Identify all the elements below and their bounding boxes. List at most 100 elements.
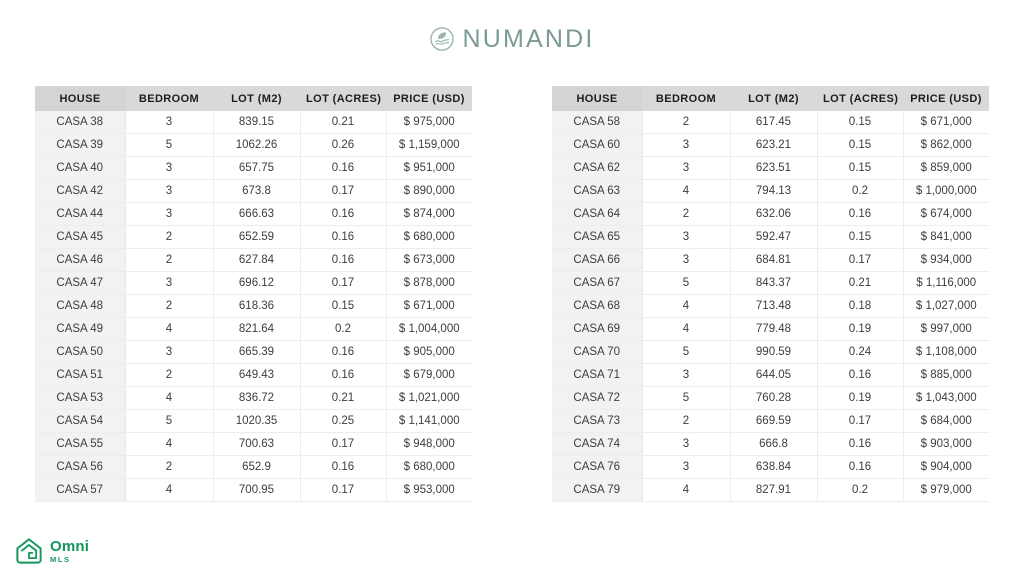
cell-price-usd: $ 1,141,000 <box>386 409 472 433</box>
cell-lot-m2: 623.51 <box>730 156 818 180</box>
cell-lot-acres: 0.15 <box>817 111 904 134</box>
cell-price-usd: $ 1,004,000 <box>386 317 472 341</box>
cell-bedroom: 3 <box>642 225 731 249</box>
cell-house: CASA 70 <box>552 340 643 364</box>
cell-lot-acres: 0.16 <box>300 156 387 180</box>
cell-lot-acres: 0.16 <box>300 202 387 226</box>
cell-bedroom: 3 <box>642 432 731 456</box>
cell-house: CASA 56 <box>35 455 126 479</box>
cell-lot-acres: 0.2 <box>817 478 904 502</box>
cell-bedroom: 3 <box>125 156 214 180</box>
table-row: CASA 55 4 700.63 0.17 $ 948,000 <box>35 432 472 456</box>
cell-lot-m2: 618.36 <box>213 294 301 318</box>
cell-lot-m2: 627.84 <box>213 248 301 272</box>
cell-bedroom: 3 <box>125 271 214 295</box>
cell-price-usd: $ 679,000 <box>386 363 472 387</box>
cell-bedroom: 3 <box>642 363 731 387</box>
cell-lot-m2: 700.63 <box>213 432 301 456</box>
cell-lot-acres: 0.17 <box>300 478 387 502</box>
column-header-lot-acres: LOT (ACRES) <box>300 86 386 111</box>
cell-price-usd: $ 905,000 <box>386 340 472 364</box>
cell-lot-acres: 0.15 <box>817 156 904 180</box>
cell-bedroom: 4 <box>642 294 731 318</box>
cell-price-usd: $ 997,000 <box>903 317 989 341</box>
cell-price-usd: $ 1,021,000 <box>386 386 472 410</box>
cell-price-usd: $ 904,000 <box>903 455 989 479</box>
cell-price-usd: $ 674,000 <box>903 202 989 226</box>
cell-house: CASA 51 <box>35 363 126 387</box>
cell-lot-acres: 0.18 <box>817 294 904 318</box>
cell-house: CASA 72 <box>552 386 643 410</box>
column-header-price-usd: PRICE (USD) <box>903 86 989 111</box>
table-row: CASA 38 3 839.15 0.21 $ 975,000 <box>35 111 472 134</box>
table-row: CASA 47 3 696.12 0.17 $ 878,000 <box>35 271 472 295</box>
cell-lot-acres: 0.15 <box>300 294 387 318</box>
cell-price-usd: $ 878,000 <box>386 271 472 295</box>
circular-wave-leaf-icon <box>430 27 455 51</box>
cell-price-usd: $ 671,000 <box>386 294 472 318</box>
cell-lot-acres: 0.16 <box>300 363 387 387</box>
cell-house: CASA 66 <box>552 248 643 272</box>
cell-lot-m2: 638.84 <box>730 455 818 479</box>
cell-lot-m2: 673.8 <box>213 179 301 203</box>
table-row: CASA 64 2 632.06 0.16 $ 674,000 <box>552 202 989 226</box>
cell-bedroom: 3 <box>642 455 731 479</box>
cell-bedroom: 2 <box>125 248 214 272</box>
cell-price-usd: $ 841,000 <box>903 225 989 249</box>
cell-lot-m2: 666.8 <box>730 432 818 456</box>
cell-lot-m2: 1020.35 <box>213 409 301 433</box>
cell-lot-acres: 0.16 <box>817 455 904 479</box>
cell-bedroom: 2 <box>125 225 214 249</box>
table-row: CASA 44 3 666.63 0.16 $ 874,000 <box>35 202 472 226</box>
tables-area: HOUSE BEDROOM LOT (M2) LOT (ACRES) PRICE… <box>0 86 1024 502</box>
table-row: CASA 76 3 638.84 0.16 $ 904,000 <box>552 455 989 479</box>
table-row: CASA 56 2 652.9 0.16 $ 680,000 <box>35 455 472 479</box>
cell-lot-acres: 0.16 <box>300 340 387 364</box>
cell-price-usd: $ 1,116,000 <box>903 271 989 295</box>
cell-price-usd: $ 862,000 <box>903 133 989 157</box>
cell-house: CASA 40 <box>35 156 126 180</box>
cell-house: CASA 55 <box>35 432 126 456</box>
cell-bedroom: 4 <box>125 432 214 456</box>
cell-lot-m2: 649.43 <box>213 363 301 387</box>
cell-price-usd: $ 684,000 <box>903 409 989 433</box>
table-row: CASA 65 3 592.47 0.15 $ 841,000 <box>552 225 989 249</box>
table-header-row: HOUSE BEDROOM LOT (M2) LOT (ACRES) PRICE… <box>35 86 472 111</box>
cell-lot-m2: 700.95 <box>213 478 301 502</box>
cell-house: CASA 53 <box>35 386 126 410</box>
cell-bedroom: 4 <box>642 478 731 502</box>
table-row: CASA 62 3 623.51 0.15 $ 859,000 <box>552 156 989 180</box>
cell-lot-m2: 623.21 <box>730 133 818 157</box>
cell-house: CASA 67 <box>552 271 643 295</box>
omni-mls-logo: Omni MLS <box>14 536 89 566</box>
cell-price-usd: $ 671,000 <box>903 111 989 134</box>
cell-price-usd: $ 953,000 <box>386 478 472 502</box>
cell-house: CASA 76 <box>552 455 643 479</box>
cell-house: CASA 48 <box>35 294 126 318</box>
cell-price-usd: $ 885,000 <box>903 363 989 387</box>
table-row: CASA 54 5 1020.35 0.25 $ 1,141,000 <box>35 409 472 433</box>
table-row: CASA 66 3 684.81 0.17 $ 934,000 <box>552 248 989 272</box>
cell-price-usd: $ 979,000 <box>903 478 989 502</box>
cell-house: CASA 68 <box>552 294 643 318</box>
cell-house: CASA 57 <box>35 478 126 502</box>
cell-house: CASA 54 <box>35 409 126 433</box>
cell-bedroom: 2 <box>125 455 214 479</box>
cell-lot-m2: 779.48 <box>730 317 818 341</box>
cell-house: CASA 44 <box>35 202 126 226</box>
cell-house: CASA 58 <box>552 111 643 134</box>
cell-lot-acres: 0.16 <box>817 202 904 226</box>
table-body-right: CASA 58 2 617.45 0.15 $ 671,000 CASA 60 3 623.2… <box>552 111 989 502</box>
cell-lot-m2: 1062.26 <box>213 133 301 157</box>
table-row: CASA 53 4 836.72 0.21 $ 1,021,000 <box>35 386 472 410</box>
cell-lot-acres: 0.16 <box>300 248 387 272</box>
table-row: CASA 58 2 617.45 0.15 $ 671,000 <box>552 111 989 134</box>
cell-price-usd: $ 859,000 <box>903 156 989 180</box>
column-header-lot-acres: LOT (ACRES) <box>817 86 903 111</box>
cell-house: CASA 49 <box>35 317 126 341</box>
cell-price-usd: $ 975,000 <box>386 111 472 134</box>
cell-lot-acres: 0.16 <box>300 455 387 479</box>
cell-lot-m2: 843.37 <box>730 271 818 295</box>
cell-lot-acres: 0.17 <box>817 248 904 272</box>
cell-price-usd: $ 1,027,000 <box>903 294 989 318</box>
